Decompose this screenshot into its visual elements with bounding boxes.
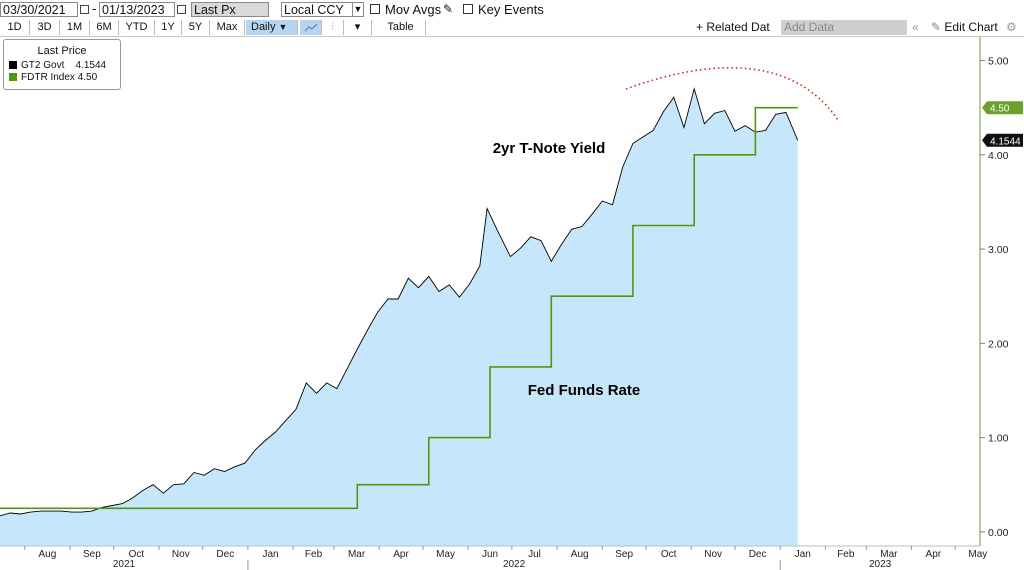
add-data-input[interactable]: Add Data — [781, 20, 907, 35]
y-tick-label: 2.00 — [988, 338, 1009, 350]
fdtr-last-value-bg — [982, 101, 1023, 115]
legend-item-fdtr[interactable]: FDTR Index 4.50 — [9, 72, 97, 83]
gear-icon[interactable]: ⚙ — [1006, 20, 1017, 34]
year-label: 2023 — [869, 559, 892, 570]
yield-series-line — [0, 87, 799, 517]
x-tick-label: Jan — [262, 549, 278, 560]
x-tick-label: Oct — [129, 549, 145, 560]
x-axis: Aug Sep Oct Nov Dec Jan Feb Mar Apr May Jun Jul Aug S… — [0, 545, 987, 570]
x-tick-label: Apr — [393, 549, 409, 560]
x-tick-label: May — [968, 549, 987, 560]
x-tick-label: Dec — [216, 549, 234, 560]
y-tick-label: 0.00 — [988, 527, 1009, 539]
annotation-2yr-yield: 2yr T-Note Yield — [493, 140, 606, 157]
period-button-max[interactable]: Max — [210, 20, 245, 35]
top-toolbar: 03/30/2021 - 01/13/2023 Last Px Local CC… — [0, 0, 1024, 19]
period-button-3d[interactable]: 3D — [30, 20, 60, 35]
y-tick-label: 1.00 — [988, 433, 1009, 445]
series-swatch — [9, 73, 17, 81]
x-tick-label: Nov — [172, 549, 190, 560]
period-button-1y[interactable]: 1Y — [155, 20, 182, 35]
last-value-badges: 4.50 4.1544 — [982, 101, 1023, 147]
gt2-last-value-bg — [982, 133, 1023, 147]
calendar-icon[interactable] — [80, 5, 89, 14]
date-separator: - — [92, 1, 97, 16]
x-tick-label: Oct — [661, 549, 677, 560]
legend-item-name: GT2 Govt — [21, 60, 65, 71]
pencil-icon[interactable]: ✎ — [443, 2, 454, 16]
line-chart-glyph — [304, 23, 317, 32]
x-tick-label: Mar — [880, 549, 898, 560]
frequency-select[interactable]: Daily ▼ — [246, 20, 298, 35]
legend-box: Last Price GT2 Govt 4.1544 FDTR Index 4.… — [3, 39, 121, 90]
mov-avgs-checkbox[interactable] — [370, 4, 380, 14]
period-button-ytd[interactable]: YTD — [119, 20, 155, 35]
x-tick-label: Jul — [528, 549, 541, 560]
x-tick-label: Sep — [83, 549, 101, 560]
line-chart-icon[interactable] — [300, 20, 322, 35]
price-field-select[interactable]: Last Px — [191, 2, 269, 17]
gt2-last-value-label: 4.1544 — [990, 136, 1021, 147]
series-swatch — [9, 61, 17, 69]
fdtr-last-value-label: 4.50 — [990, 104, 1010, 115]
chevron-down-icon[interactable]: ▼ — [352, 3, 363, 16]
legend-item-gt2[interactable]: GT2 Govt 4.1544 — [9, 60, 106, 71]
y-tick-label: 5.00 — [988, 56, 1009, 68]
bar-chart-icon[interactable]: ⫶ — [322, 20, 344, 35]
key-events-label: Key Events — [478, 2, 544, 17]
pencil-icon: ✎ — [931, 20, 942, 34]
legend-item-value: 4.1544 — [75, 60, 107, 71]
x-tick-label: Feb — [837, 549, 855, 560]
year-label: 2021 — [113, 559, 136, 570]
y-tick-label: 4.00 — [988, 150, 1009, 162]
calendar-icon[interactable] — [177, 5, 186, 14]
x-tick-label: Feb — [305, 549, 323, 560]
x-tick-label: Aug — [571, 549, 589, 560]
period-toolbar: 1D 3D 1M 6M YTD 1Y 5Y Max Daily ▼ ⫶ ▾ Ta… — [0, 19, 1024, 37]
x-tick-label: May — [436, 549, 455, 560]
chevron-down-icon: ▼ — [278, 22, 288, 32]
x-tick-label: Aug — [38, 549, 56, 560]
legend-title: Last Price — [37, 45, 87, 57]
end-date-field[interactable]: 01/13/2023 — [99, 2, 175, 17]
currency-select[interactable]: Local CCY — [281, 2, 364, 17]
related-data-button[interactable]: + Related Dat — [696, 20, 770, 34]
period-button-1d[interactable]: 1D — [0, 20, 30, 35]
x-tick-label: Mar — [348, 549, 366, 560]
key-events-checkbox[interactable] — [463, 4, 473, 14]
annotation-fed-funds: Fed Funds Rate — [528, 382, 641, 399]
x-tick-label: Sep — [615, 549, 633, 560]
period-button-6m[interactable]: 6M — [90, 20, 119, 35]
period-button-1m[interactable]: 1M — [60, 20, 90, 35]
legend-item-value: 4.50 — [77, 72, 98, 83]
chart-area: 0.00 1.00 2.00 3.00 4.00 5.00 Aug Sep Oct Nov Dec… — [0, 37, 1023, 570]
x-tick-label: Jun — [482, 549, 498, 560]
year-label: 2022 — [503, 559, 526, 570]
mov-avgs-label: Mov Avgs — [385, 2, 442, 17]
fed-funds-series-line — [0, 106, 798, 510]
edit-chart-button[interactable]: ✎ Edit Chart — [931, 20, 998, 35]
x-tick-label: Dec — [749, 549, 767, 560]
yield-area-fill — [0, 88, 798, 547]
y-tick-label: 3.00 — [988, 244, 1009, 256]
start-date-field[interactable]: 03/30/2021 — [0, 2, 78, 17]
legend-item-name: FDTR Index — [21, 72, 75, 83]
x-tick-label: Apr — [926, 549, 942, 560]
period-button-5y[interactable]: 5Y — [182, 20, 210, 35]
more-options-icon[interactable]: ▾ — [344, 20, 372, 35]
edit-chart-label: Edit Chart — [944, 20, 998, 34]
y-axis: 0.00 1.00 2.00 3.00 4.00 5.00 — [980, 56, 1009, 539]
table-button[interactable]: Table — [376, 20, 426, 35]
x-tick-label: Jan — [795, 549, 811, 560]
x-tick-label: Nov — [704, 549, 722, 560]
currency-value: Local CCY — [284, 3, 344, 17]
projection-curve — [625, 66, 839, 121]
frequency-value: Daily — [251, 21, 276, 33]
collapse-icon[interactable]: « — [912, 20, 919, 34]
